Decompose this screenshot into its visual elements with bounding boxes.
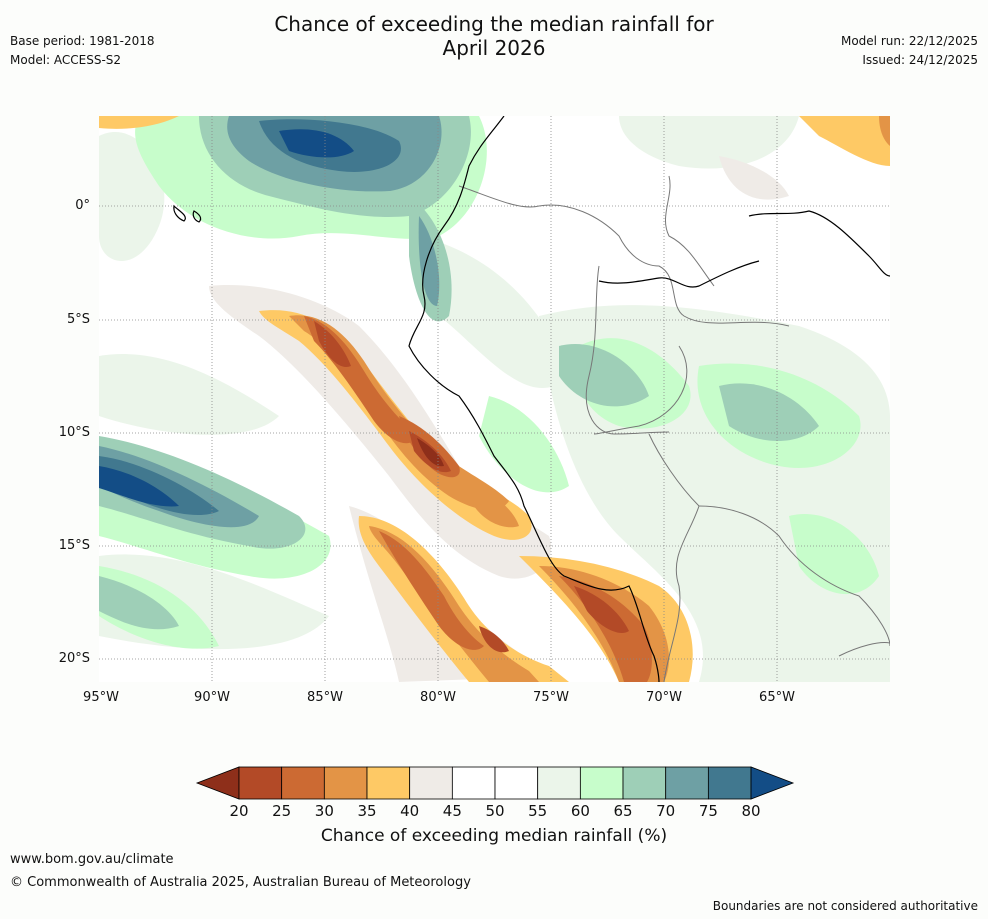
colorbar-label: Chance of exceeding median rainfall (%) [320, 826, 668, 846]
coastline [173, 116, 890, 682]
issued-date: Issued: 24/12/2025 [862, 53, 978, 67]
colorbar-cell [451, 766, 496, 800]
colorbar-tick-label: 60 [570, 802, 590, 820]
meta-right: Model run: 22/12/2025 Issued: 24/12/2025 [841, 32, 978, 70]
colorbar-cell [281, 766, 325, 800]
base-period: Base period: 1981-2018 [10, 34, 155, 48]
colorbar-tick-label: 70 [656, 802, 676, 820]
colorbar [195, 766, 795, 800]
colorbar-tick-label: 30 [314, 802, 334, 820]
lat-label: 15°S [58, 538, 90, 553]
lat-label: 20°S [58, 651, 90, 666]
footer-copyright: © Commonwealth of Australia 2025, Austra… [10, 875, 471, 890]
map-gridlines [99, 116, 890, 682]
colorbar-cell [665, 766, 709, 800]
colorbar-tick-label: 55 [528, 802, 548, 820]
colorbar-cell [707, 766, 752, 800]
colorbar-cells [195, 766, 795, 800]
lon-label: 90°W [194, 690, 230, 705]
lon-label: 75°W [533, 690, 569, 705]
map-svg [99, 116, 890, 682]
colorbar-cell [537, 766, 581, 800]
colorbar-tick-label: 45 [442, 802, 462, 820]
colorbar-extend-low [195, 766, 240, 800]
lat-label: 5°S [66, 312, 90, 327]
lat-label: 0° [75, 198, 90, 213]
title-line-1: Chance of exceeding the median rainfall … [274, 12, 714, 36]
lon-label: 70°W [646, 690, 682, 705]
colorbar-tick-label: 40 [400, 802, 420, 820]
deepest-red-areas [417, 438, 444, 467]
lon-label: 80°W [420, 690, 456, 705]
colorbar-cell [579, 766, 624, 800]
dark-blue-areas [99, 129, 354, 507]
page-title: Chance of exceeding the median rainfall … [0, 12, 988, 60]
colorbar-tick-label: 65 [613, 802, 633, 820]
model-name: Model: ACCESS-S2 [10, 53, 122, 67]
title-line-2: April 2026 [442, 36, 546, 60]
colorbar-cell [238, 766, 283, 800]
lat-label: 10°S [58, 425, 90, 440]
country-borders [458, 175, 890, 682]
footer-note: Boundaries are not considered authoritat… [712, 899, 978, 913]
colorbar-tick-label: 50 [485, 802, 505, 820]
rainfall-map[interactable] [99, 116, 890, 682]
lon-label: 95°W [83, 690, 119, 705]
colorbar-extend-high [750, 766, 795, 800]
colorbar-cell [409, 766, 453, 800]
colorbar-tick-label: 35 [357, 802, 377, 820]
model-run: Model run: 22/12/2025 [840, 34, 978, 48]
colorbar-cell [494, 766, 539, 800]
colorbar-tick-label: 75 [698, 802, 718, 820]
meta-left: Base period: 1981-2018 Model: ACCESS-S2 [10, 32, 155, 70]
footer-url[interactable]: www.bom.gov.au/climate [10, 852, 174, 867]
lon-label: 65°W [759, 690, 795, 705]
colorbar-cell [366, 766, 411, 800]
lon-label: 85°W [307, 690, 343, 705]
colorbar-tick-label: 80 [741, 802, 761, 820]
colorbar-tick-label: 20 [229, 802, 249, 820]
colorbar-cell [323, 766, 368, 800]
colorbar-tick-label: 25 [272, 802, 292, 820]
colorbar-cell [622, 766, 667, 800]
